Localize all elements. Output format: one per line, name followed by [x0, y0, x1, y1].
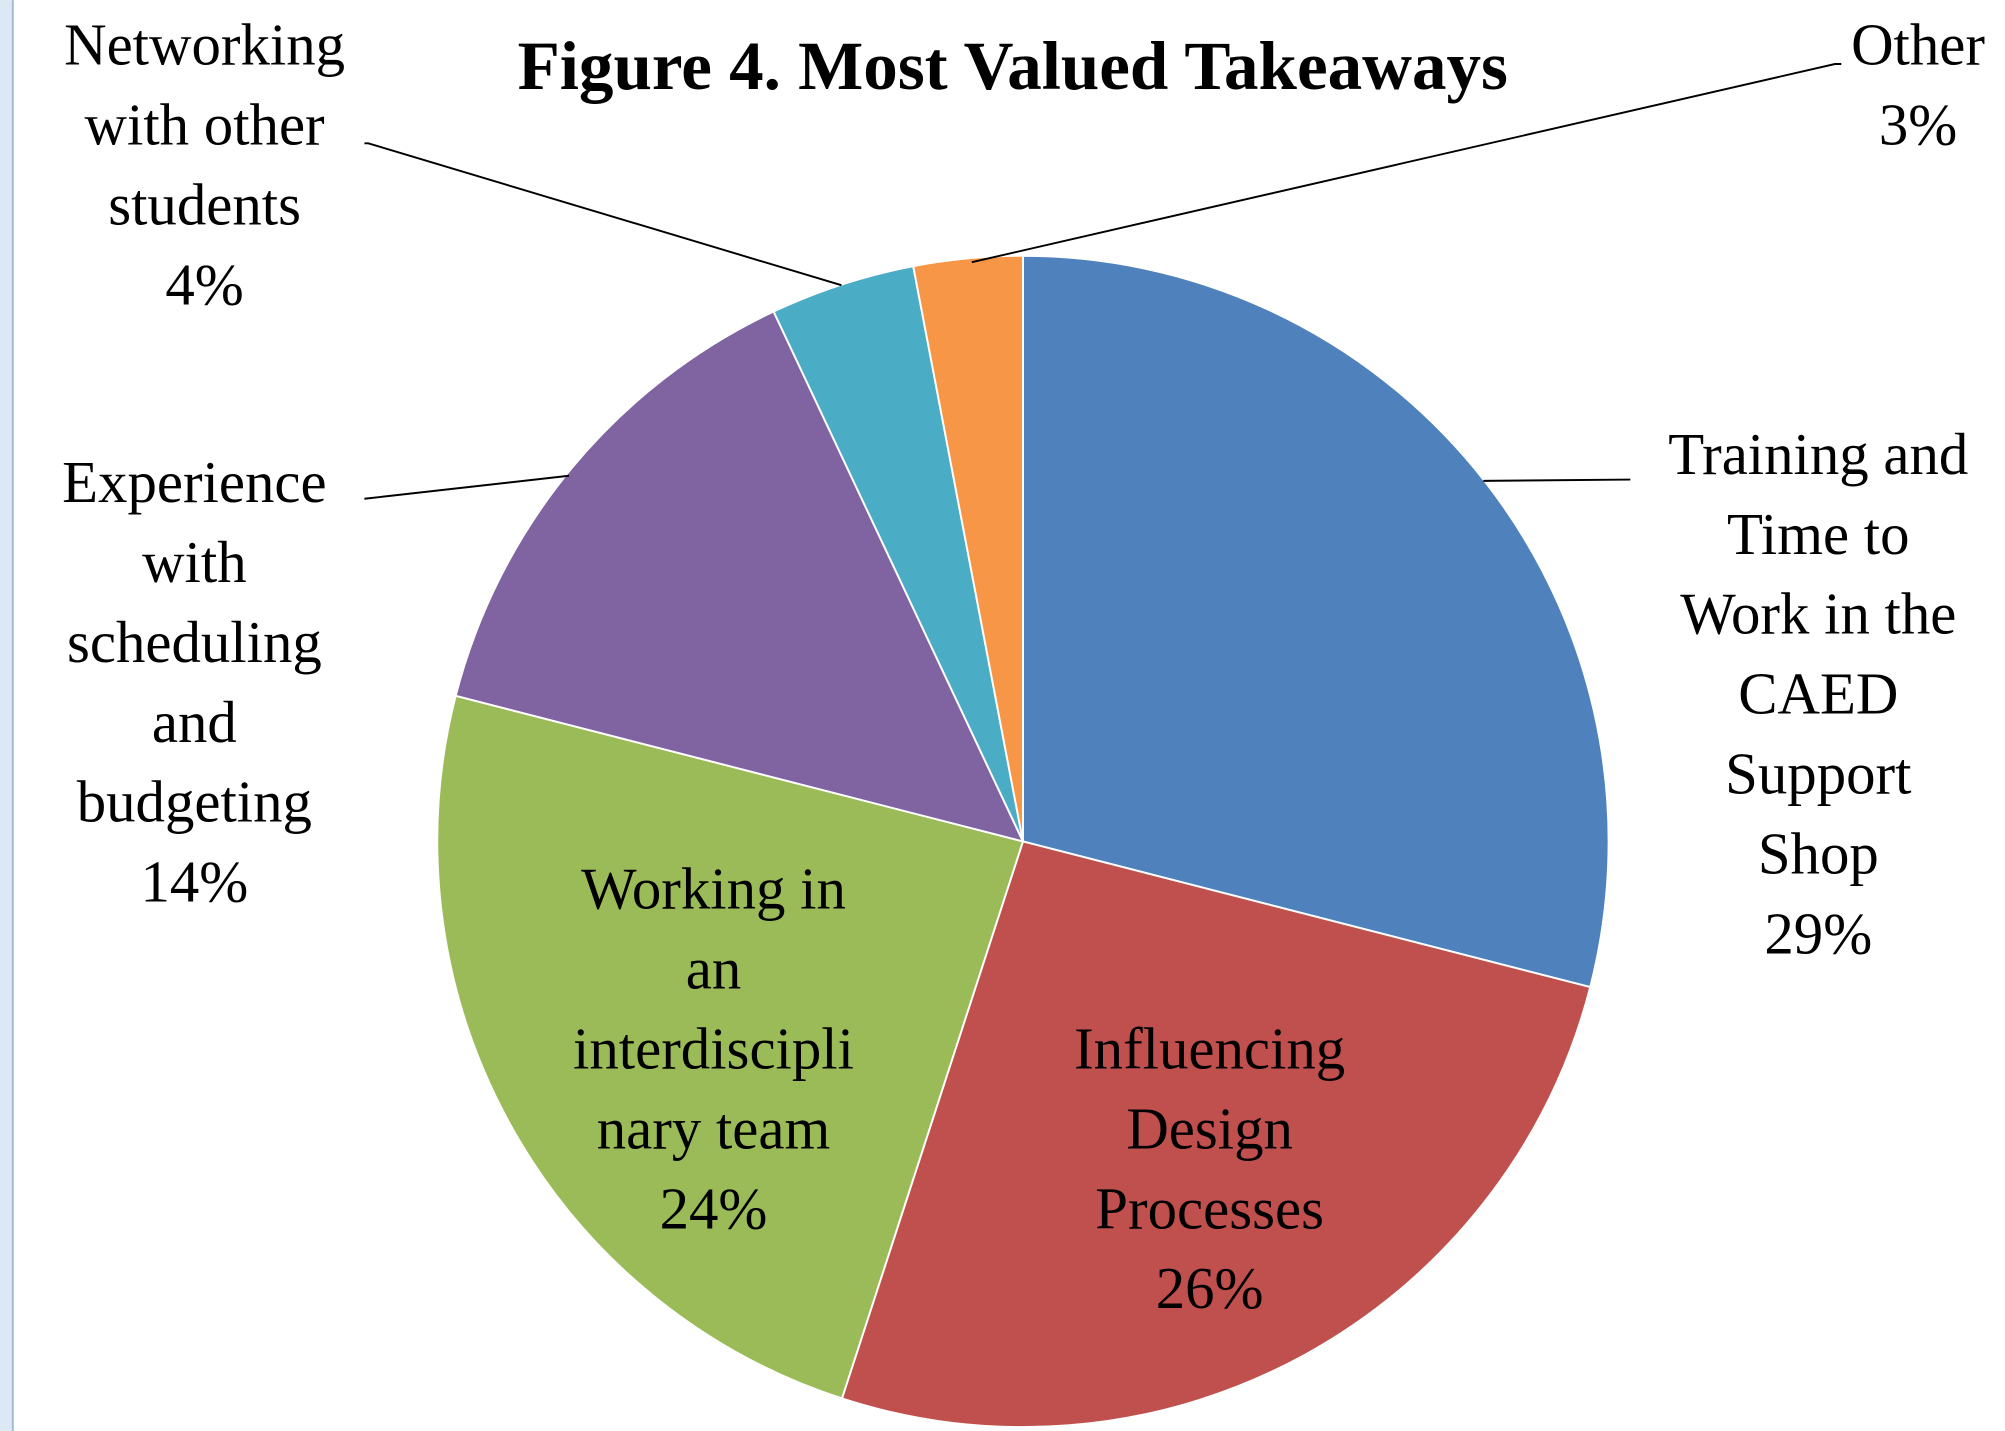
slice-label: Processes	[1095, 1176, 1324, 1241]
pie-slice	[436, 694, 1025, 1400]
pie-slice	[840, 840, 1592, 1429]
slice-label: Experience	[62, 450, 326, 515]
pie-slice	[912, 254, 1024, 842]
slice-label: Working in	[581, 857, 846, 922]
slice-label: Training and	[1668, 422, 1968, 487]
slice-label: nary team	[597, 1096, 831, 1161]
pie-slice	[454, 310, 1025, 843]
slice-label: students	[108, 173, 301, 238]
leader-line	[971, 63, 1842, 264]
slice-label: with	[142, 530, 247, 595]
slice-label: Design	[1126, 1096, 1293, 1161]
slice-label: and	[152, 690, 237, 755]
slice-label: Influencing	[1074, 1016, 1345, 1081]
leader-line	[364, 142, 842, 287]
slice-label: budgeting	[77, 770, 312, 835]
slice-label: Shop	[1758, 821, 1879, 886]
slice-label: CAED	[1738, 662, 1898, 727]
slice-label: Support	[1725, 742, 1911, 807]
slice-value-label: 24%	[660, 1176, 768, 1241]
slice-label: interdiscipli	[573, 1016, 854, 1081]
left-edge	[0, 0, 13, 1431]
slice-label: Other	[1851, 13, 1985, 78]
slice-value-label: 4%	[165, 252, 243, 317]
pie-slice	[1022, 254, 1610, 989]
slice-label: Time to	[1727, 502, 1910, 567]
slice-label: an	[686, 937, 742, 1002]
slice-label: Work in the	[1680, 582, 1956, 647]
slice-value-label: 26%	[1156, 1256, 1264, 1321]
leader-line	[364, 474, 570, 500]
slice-value-label: 3%	[1879, 93, 1957, 158]
leader-line	[1483, 478, 1631, 482]
slice-value-label: 14%	[140, 850, 248, 915]
slice-label: with other	[85, 93, 326, 158]
slice-label: scheduling	[67, 610, 322, 675]
slice-label: Networking	[64, 13, 345, 78]
chart-title: Figure 4. Most Valued Takeaways	[518, 27, 1508, 104]
slice-value-label: 29%	[1764, 901, 1872, 966]
